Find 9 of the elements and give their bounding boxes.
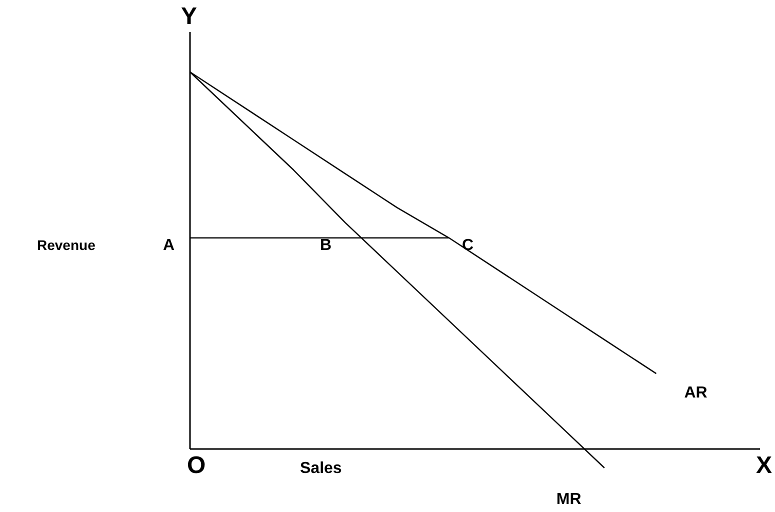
annotation: O [187, 452, 206, 479]
text: A [163, 237, 175, 254]
annotation: X [756, 452, 772, 479]
text: Y [181, 3, 198, 30]
annotation: B [320, 237, 332, 254]
text: MR [556, 491, 582, 508]
series-label: AR [684, 384, 708, 402]
text: Revenue [37, 237, 96, 253]
x-axis-title: Sales [300, 460, 342, 477]
